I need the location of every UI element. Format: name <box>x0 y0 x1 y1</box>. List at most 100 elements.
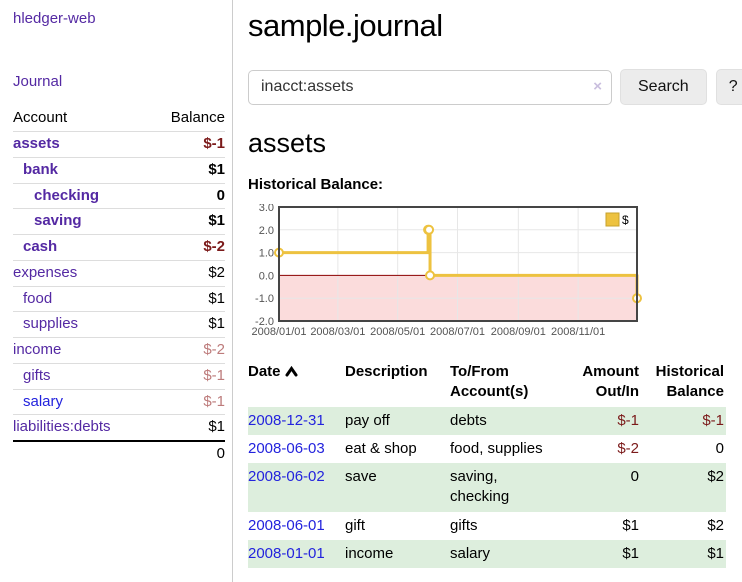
account-balance: $2 <box>149 259 225 286</box>
svg-text:2008/07/01: 2008/07/01 <box>430 326 485 338</box>
transaction-row: 2008-06-02 save saving, checking 0 $2 <box>248 463 726 512</box>
balance-column-header: Historical Balance <box>655 363 724 401</box>
account-link-cash[interactable]: cash <box>23 238 58 255</box>
accounts-table-header: Account Balance <box>13 107 225 132</box>
transaction-amount: $1 <box>622 516 639 534</box>
svg-text:-1.0: -1.0 <box>255 293 274 305</box>
account-balance: $1 <box>149 311 225 338</box>
account-link-income[interactable]: income <box>13 341 62 358</box>
account-row-saving: saving $1 <box>13 208 225 235</box>
transaction-description: eat & shop <box>345 439 417 457</box>
transaction-balance: 0 <box>715 439 724 457</box>
transaction-accounts: debts <box>450 406 566 435</box>
transaction-amount: 0 <box>566 463 641 512</box>
account-link-gifts[interactable]: gifts <box>23 366 51 384</box>
account-balance: $1 <box>149 156 225 183</box>
account-balance: $1 <box>149 414 225 441</box>
account-row-cash: cash $-2 <box>13 234 225 261</box>
account-balance: $1 <box>149 285 225 312</box>
transaction-date-link[interactable]: 2008-06-01 <box>248 516 325 534</box>
transaction-amount: $1 <box>566 539 641 568</box>
accounts-column-header: To/From Account(s) <box>450 363 529 401</box>
transaction-accounts: saving, checking <box>450 463 566 512</box>
accounts-total-value: 0 <box>149 440 225 467</box>
sidebar-item-journal[interactable]: Journal <box>13 73 63 90</box>
account-balance: $-1 <box>149 388 225 415</box>
account-row-expenses: expenses $2 <box>13 259 225 286</box>
amount-column-header: Amount Out/In <box>582 363 639 401</box>
svg-text:2008/01/01: 2008/01/01 <box>251 326 306 338</box>
transaction-amount: $-2 <box>617 439 639 457</box>
main-content: sample.journal × Search ? assets Histori… <box>233 0 742 582</box>
transaction-balance: $2 <box>641 463 726 512</box>
transaction-amount: $-1 <box>566 406 641 435</box>
accounts-balance-table: Account Balance assets $-1 bank $1 check… <box>13 107 225 467</box>
svg-text:-2.0: -2.0 <box>255 316 274 328</box>
account-link-supplies[interactable]: supplies <box>23 315 79 333</box>
svg-text:2.0: 2.0 <box>259 225 274 237</box>
historical-balance-chart: $3.0 2.0 1.0 0.0 -1.0 -2.0 2008/01/01 2008/03/0… <box>248 204 742 341</box>
search-button[interactable]: Search <box>620 69 707 105</box>
transaction-description: gift <box>345 516 366 534</box>
account-balance: $1 <box>149 208 225 235</box>
search-form: × Search ? <box>248 69 742 105</box>
svg-text:$: $ <box>622 213 629 227</box>
account-row-assets: assets $-1 <box>13 131 225 158</box>
account-row-liabilities-debts: liabilities:debts $1 <box>13 414 225 441</box>
account-link-food[interactable]: food <box>23 289 53 307</box>
description-column-header: Description <box>345 363 428 380</box>
account-row-food: food $1 <box>13 285 225 312</box>
transaction-balance: $-1 <box>641 406 726 435</box>
account-link-salary[interactable]: salary <box>23 392 64 410</box>
date-header-label: Date <box>248 363 281 380</box>
svg-text:1.0: 1.0 <box>259 248 274 260</box>
transaction-date-link[interactable]: 2008-01-01 <box>248 544 325 562</box>
search-input[interactable] <box>248 69 612 105</box>
transaction-row: 2008-01-01 income salary $1 $1 <box>248 539 726 568</box>
account-link-bank[interactable]: bank <box>23 160 59 178</box>
account-link-expenses[interactable]: expenses <box>13 263 78 281</box>
transaction-description: income <box>345 539 450 568</box>
account-link-liabilities-debts[interactable]: liabilities:debts <box>13 418 111 436</box>
account-row-salary: salary $-1 <box>13 388 225 415</box>
account-balance: 0 <box>149 182 225 209</box>
page-title: sample.journal <box>248 8 443 43</box>
transaction-date-link[interactable]: 2008-12-31 <box>248 411 325 429</box>
account-heading: assets <box>248 128 327 158</box>
transaction-row: 2008-06-03 eat & shop food, supplies $-2… <box>248 435 726 463</box>
account-row-income: income $-2 <box>13 337 225 364</box>
account-row-bank: bank $1 <box>13 156 225 183</box>
date-column-header[interactable]: Date <box>248 360 345 407</box>
transaction-balance: $1 <box>641 539 726 568</box>
transaction-description: save <box>345 463 450 512</box>
register-header-row: Date Description To/From Account(s) Amoun… <box>248 360 726 407</box>
account-balance: $-2 <box>149 234 225 261</box>
sidebar: hledger-web Journal Account Balance asse… <box>0 0 233 582</box>
svg-text:3.0: 3.0 <box>259 204 274 214</box>
balance-column-header: Balance <box>170 109 225 126</box>
app-brand-link[interactable]: hledger-web <box>13 10 96 27</box>
transaction-row: 2008-06-01 gift gifts $1 $2 <box>248 512 726 540</box>
account-balance: $-1 <box>149 362 225 389</box>
clear-search-icon[interactable]: × <box>593 77 602 95</box>
account-link-assets[interactable]: assets <box>13 135 60 152</box>
svg-text:2008/05/01: 2008/05/01 <box>370 326 425 338</box>
svg-text:2008/11/01: 2008/11/01 <box>551 326 605 338</box>
sort-ascending-icon <box>285 363 298 383</box>
transaction-accounts: salary <box>450 539 566 568</box>
account-link-saving[interactable]: saving <box>34 212 82 230</box>
transaction-date-link[interactable]: 2008-06-02 <box>248 468 325 485</box>
register-table: Date Description To/From Account(s) Amoun… <box>248 360 726 568</box>
svg-text:2008/09/01: 2008/09/01 <box>491 326 546 338</box>
account-row-checking: checking 0 <box>13 182 225 209</box>
account-link-checking[interactable]: checking <box>34 186 100 204</box>
account-balance: $-2 <box>149 337 225 364</box>
transaction-date-link[interactable]: 2008-06-03 <box>248 439 325 457</box>
account-row-supplies: supplies $1 <box>13 311 225 338</box>
help-button[interactable]: ? <box>715 69 742 105</box>
svg-text:2008/03/01: 2008/03/01 <box>310 326 365 338</box>
transaction-accounts: food, supplies <box>450 439 543 457</box>
transaction-description: pay off <box>345 406 450 435</box>
